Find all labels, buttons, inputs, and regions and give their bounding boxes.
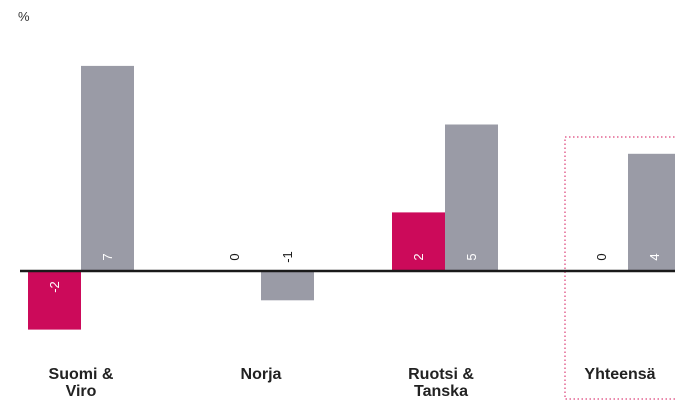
highlight-box-total [564, 136, 675, 400]
bar-series1-cat1 [28, 271, 81, 330]
bar-series2-cat1 [81, 65, 134, 272]
category-label-norja: Norja [240, 366, 282, 383]
value-label-series1-cat2: 0 [227, 253, 242, 260]
value-label-series1-cat3: 2 [411, 253, 426, 260]
category-label-yhteensa: Yhteensä [584, 366, 656, 383]
value-label-series1-cat4: 0 [594, 253, 609, 260]
bar-series2-cat2 [261, 271, 314, 301]
bar-series2-cat4 [628, 153, 675, 271]
category-label-ruotsi-tanska: Ruotsi & Tanska [408, 366, 474, 400]
category-label-suomi-viro: Suomi & Viro [48, 366, 114, 400]
bar-series2-cat3 [445, 124, 498, 271]
value-label-series2-cat3: 5 [464, 253, 479, 260]
value-label-series2-cat2: -1 [280, 251, 295, 263]
value-label-series2-cat4: 4 [647, 253, 662, 260]
value-label-series1-cat1: -2 [47, 281, 62, 293]
bar-series1-cat3 [392, 212, 445, 271]
y-unit-label: % [18, 9, 30, 24]
value-label-series2-cat1: 7 [100, 253, 115, 260]
